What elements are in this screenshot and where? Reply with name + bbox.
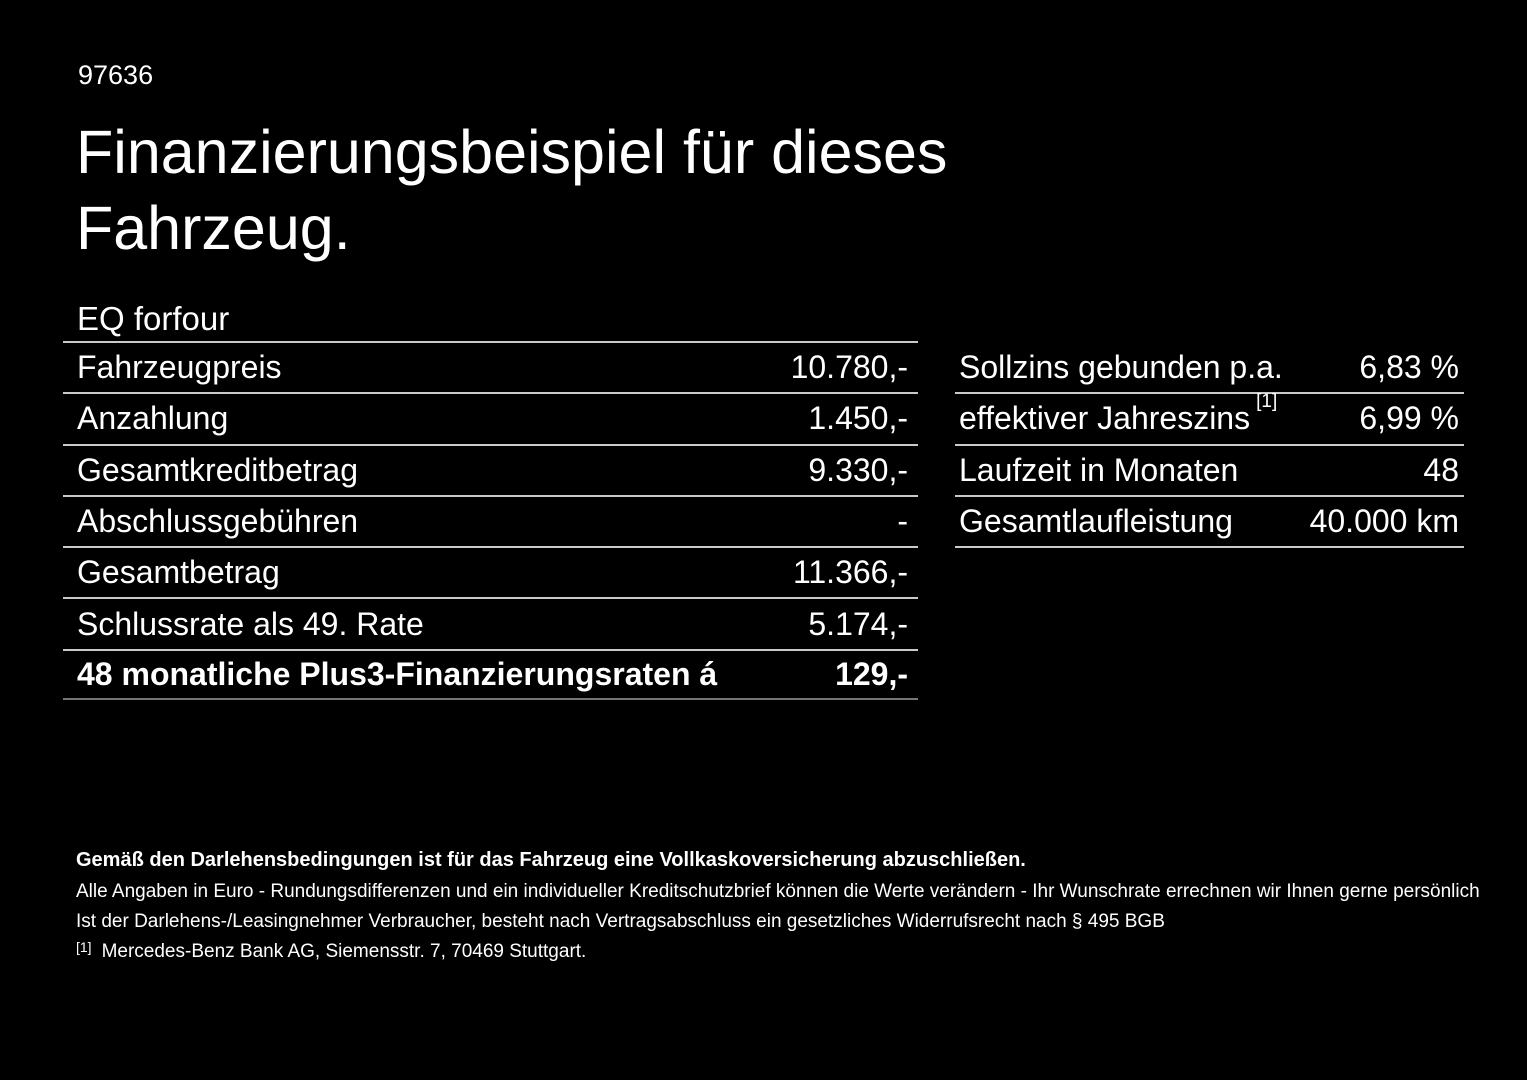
row-value: 129,-	[835, 655, 908, 692]
table-row-gesamtkreditbetrag: Gesamtkreditbetrag 9.330,-	[63, 443, 918, 495]
row-label: Gesamtbetrag	[77, 554, 280, 591]
footnote: [1] Mercedes-Benz Bank AG, Siemensstr. 7,…	[76, 939, 587, 963]
table-row-schlussrate: Schlussrate als 49. Rate 5.174,-	[63, 597, 918, 648]
row-value: 6,99 %	[1359, 400, 1459, 437]
table-row-laufzeit: Laufzeit in Monaten 48	[955, 446, 1464, 497]
row-label: Laufzeit in Monaten	[959, 451, 1239, 488]
row-value: 9.330,-	[808, 451, 908, 488]
table-row-effektiver-jahreszins: effektiver Jahreszins [1] 6,99 %	[955, 391, 1464, 446]
row-label: Anzahlung	[77, 400, 229, 437]
page-title-line-2: Fahrzeug.	[76, 194, 351, 262]
row-value: -	[897, 503, 908, 540]
row-label: Abschlussgebühren	[77, 503, 359, 540]
row-value: 10.780,-	[790, 349, 908, 386]
table-row-monatsrate: 48 monatliche Plus3-Finanzierungsraten á…	[63, 648, 918, 701]
row-label: Fahrzeugpreis	[77, 349, 282, 386]
row-value: 48	[1423, 451, 1459, 488]
table-row-sollzins: Sollzins gebunden p.a. 6,83 %	[955, 343, 1464, 395]
page-title: Finanzierungsbeispiel für dieses Fahrzeug…	[76, 114, 947, 266]
financing-table-left: Fahrzeugpreis 10.780,- Anzahlung 1.450,-…	[63, 341, 918, 701]
footnote-text: Mercedes-Benz Bank AG, Siemensstr. 7, 70…	[101, 941, 587, 962]
page-title-line-1: Finanzierungsbeispiel für dieses	[76, 118, 948, 186]
table-row-anzahlung: Anzahlung 1.450,-	[63, 392, 918, 443]
table-row-gesamtlaufleistung: Gesamtlaufleistung 40.000 km	[955, 497, 1464, 549]
row-label: Schlussrate als 49. Rate	[77, 605, 424, 642]
table-row-abschlussgebuehren: Abschlussgebühren -	[63, 494, 918, 546]
vehicle-id: 97636	[78, 60, 154, 90]
financing-table-right: Sollzins gebunden p.a. 6,83 % effektiver…	[955, 343, 1464, 549]
table-row-fahrzeugpreis: Fahrzeugpreis 10.780,-	[63, 341, 918, 392]
row-value: 1.450,-	[808, 400, 908, 437]
row-label-text: effektiver Jahreszins	[959, 400, 1251, 437]
row-label: effektiver Jahreszins [1]	[959, 391, 1277, 437]
row-label: 48 monatliche Plus3-Finanzierungsraten á	[77, 655, 718, 692]
row-value: 11.366,-	[792, 554, 908, 591]
row-value: 40.000 km	[1309, 503, 1459, 540]
row-label: Gesamtlaufleistung	[959, 503, 1233, 540]
row-value: 6,83 %	[1359, 349, 1459, 386]
insurance-note: Gemäß den Darlehensbedingungen ist für d…	[76, 849, 1026, 871]
row-label: Sollzins gebunden p.a.	[959, 349, 1283, 386]
disclaimer-line-1: Alle Angaben in Euro - Rundungsdifferenz…	[76, 881, 1480, 902]
footnote-marker: [1]	[76, 939, 92, 955]
footnote-superscript: [1]	[1256, 390, 1278, 412]
row-label: Gesamtkreditbetrag	[77, 451, 359, 488]
model-name: EQ forfour	[77, 300, 230, 337]
row-value: 5.174,-	[808, 605, 908, 642]
disclaimer-line-2: Ist der Darlehens-/Leasingnehmer Verbrau…	[76, 911, 1165, 932]
table-row-gesamtbetrag: Gesamtbetrag 11.366,-	[63, 546, 918, 597]
